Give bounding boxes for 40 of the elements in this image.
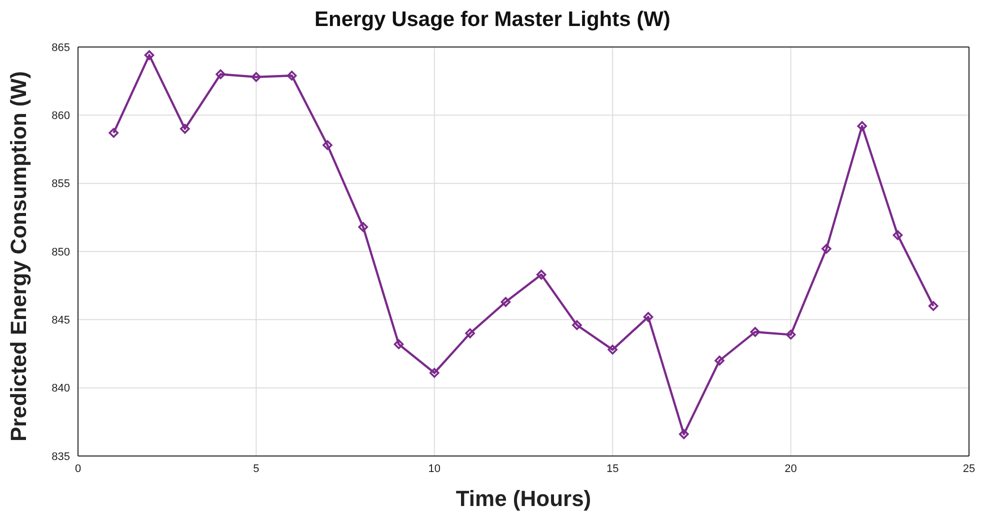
point [180,124,190,134]
x-tick-label: 25 [962,462,976,475]
point [678,429,689,440]
y-tick-label: 840 [52,382,70,395]
x-tick-label: 0 [74,462,82,475]
point [892,230,903,240]
y-tick-label: 865 [52,42,70,54]
point [608,344,618,355]
point [394,339,404,350]
point [144,50,154,60]
point [358,222,368,232]
point [430,368,440,378]
x-tick-label: 5 [253,462,260,475]
chart-title: Energy Usage for Master Lights (W) [314,8,672,33]
x-tick-label: 20 [784,462,797,475]
point [822,244,832,254]
y-tick-label: 860 [52,110,70,122]
point [928,301,938,311]
point [286,70,297,81]
point [251,72,262,82]
point [572,320,582,330]
point [714,356,724,366]
point [536,270,546,280]
point [857,121,867,131]
point [643,312,654,322]
point [216,69,226,80]
y-tick-label: 835 [52,450,70,463]
point [786,330,796,340]
point [322,140,332,150]
x-tick-label: 15 [606,462,619,475]
y-tick-label: 855 [52,178,70,190]
point [750,327,760,337]
point [465,328,475,338]
x-axis-title: Time (Hours) [456,486,592,511]
x-tick-label: 10 [428,462,441,475]
y-tick-label: 850 [52,246,70,258]
point [500,297,511,307]
y-axis-title: Predicted Energy Consumption (W) [6,71,31,442]
y-tick-label: 845 [52,314,70,327]
point [108,128,119,138]
